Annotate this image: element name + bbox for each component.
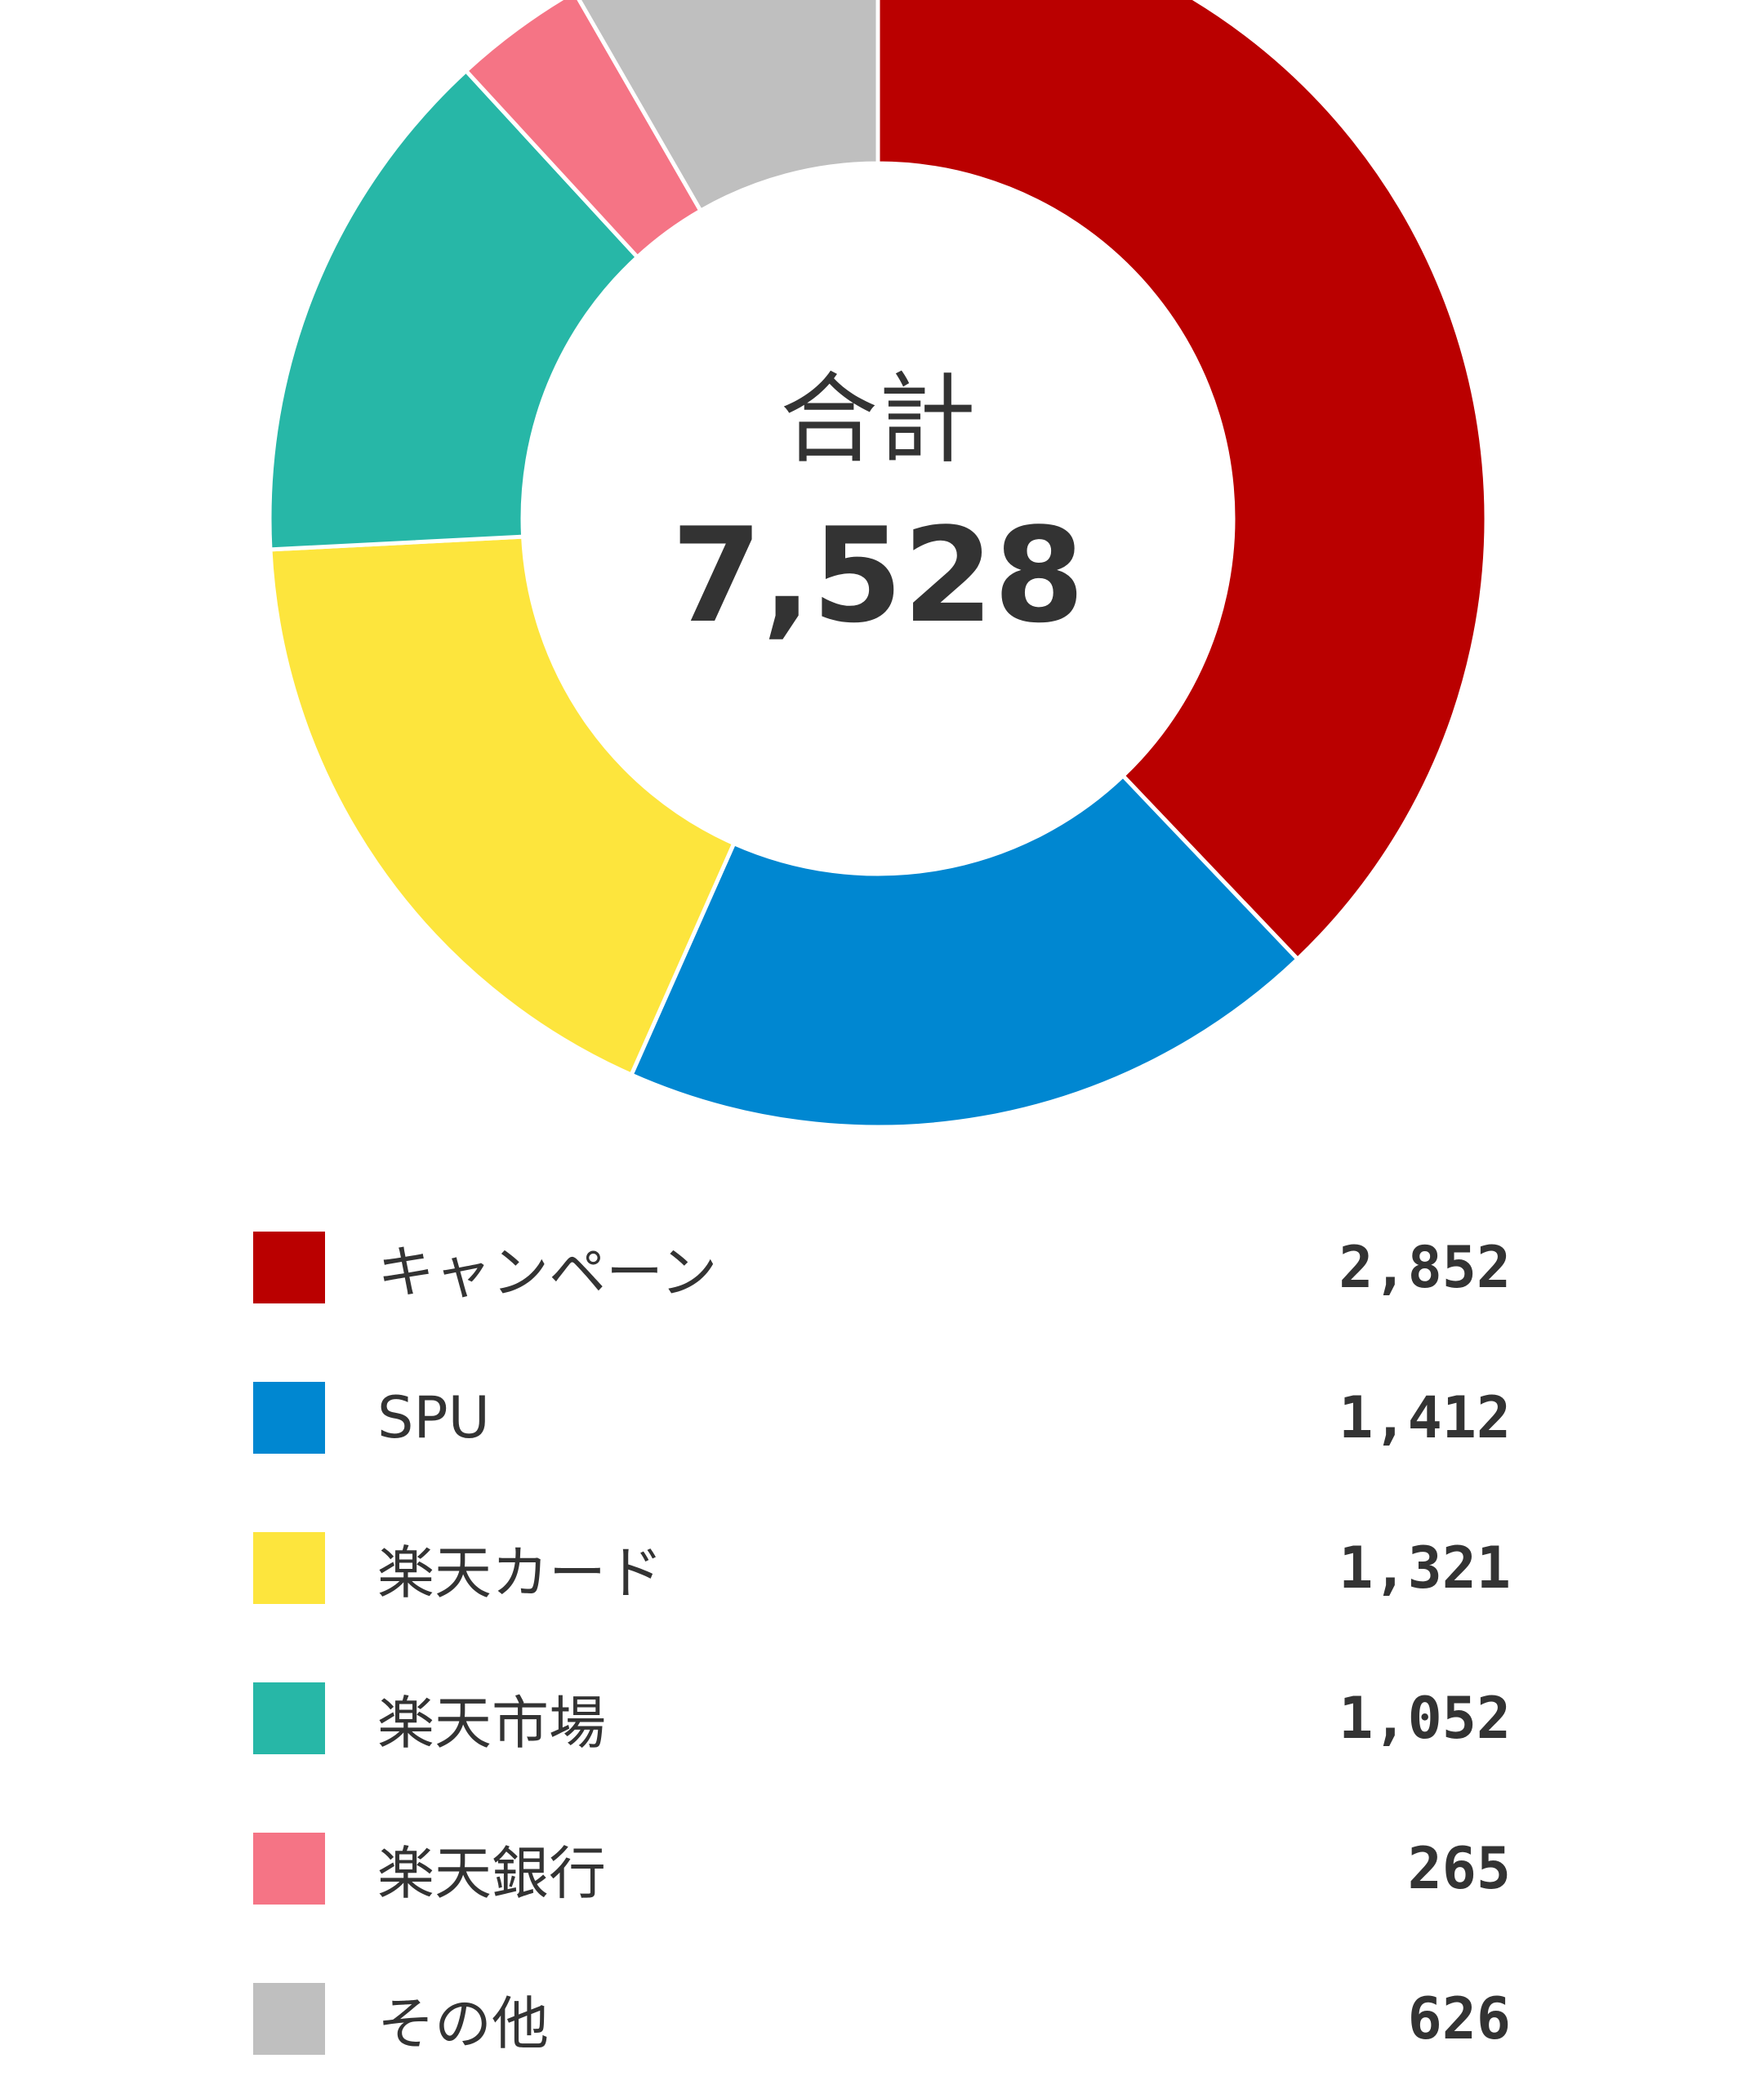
donut-slice[interactable]	[628, 773, 1301, 1129]
legend-swatch	[253, 1232, 325, 1303]
center-total: 7,528	[671, 499, 1085, 652]
legend-value: 1,321	[1339, 1535, 1511, 1602]
legend-item[interactable]: その他 626	[253, 1944, 1511, 2094]
legend-label: SPU	[377, 1384, 490, 1451]
legend-value: 1,052	[1339, 1685, 1511, 1752]
donut-slice[interactable]	[267, 68, 641, 552]
legend-value: 265	[1407, 1835, 1511, 1902]
donut-slice[interactable]	[463, 0, 704, 261]
legend-value: 626	[1407, 1985, 1511, 2052]
legend-item[interactable]: 楽天市場 1,052	[253, 1643, 1511, 1793]
legend-label: 楽天市場	[377, 1689, 606, 1757]
legend-swatch	[253, 1382, 325, 1454]
legend-swatch	[253, 1682, 325, 1754]
donut-slice[interactable]	[574, 0, 880, 214]
legend-item[interactable]: キャンペーン 2,852	[253, 1192, 1511, 1343]
donut-slice[interactable]	[268, 534, 737, 1078]
legend-value: 1,412	[1339, 1384, 1511, 1451]
donut-slices	[267, 0, 1489, 1129]
legend-swatch	[253, 1983, 325, 2055]
legend-value: 2,852	[1339, 1234, 1511, 1301]
legend-item[interactable]: 楽天カード 1,321	[253, 1493, 1511, 1643]
donut-chart: 合計 7,528	[267, 0, 1489, 1129]
legend-item[interactable]: SPU 1,412	[253, 1343, 1511, 1493]
legend-swatch	[253, 1833, 325, 1905]
legend-label: キャンペーン	[377, 1238, 718, 1306]
legend-label: その他	[377, 1989, 549, 2057]
donut-slice[interactable]	[875, 0, 1489, 962]
chart-legend: キャンペーン 2,852 SPU 1,412 楽天カード 1,321 楽天市場 …	[253, 1192, 1511, 2094]
legend-label: 楽天銀行	[377, 1839, 606, 1907]
center-title: 合計	[780, 363, 976, 477]
legend-swatch	[253, 1532, 325, 1604]
legend-label: 楽天カード	[377, 1539, 663, 1606]
legend-item[interactable]: 楽天銀行 265	[253, 1793, 1511, 1944]
